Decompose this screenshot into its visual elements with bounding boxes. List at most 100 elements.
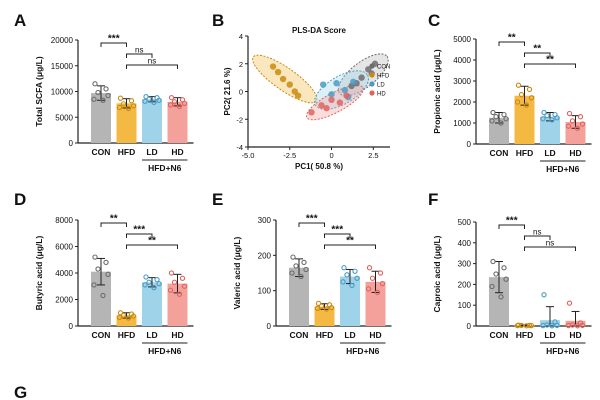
y-axis-label: Butyric acid (μg/L) xyxy=(34,236,44,311)
point-hd xyxy=(323,104,330,112)
point-hfd xyxy=(269,63,277,70)
y-axis-label: Caproic acid (μg/L) xyxy=(432,235,442,312)
data-point xyxy=(298,273,304,280)
y-tick-label: 5000 xyxy=(453,35,471,44)
point-hd xyxy=(328,96,335,104)
data-point xyxy=(142,98,148,104)
significance-bracket xyxy=(126,64,178,69)
bar-hfd xyxy=(116,103,137,143)
data-point xyxy=(95,266,101,272)
data-point xyxy=(105,271,111,277)
data-point xyxy=(554,322,560,329)
significance-label: ** xyxy=(148,236,156,247)
y-tick-label: 200 xyxy=(458,280,472,289)
significance-bracket xyxy=(524,63,576,68)
bar-ld xyxy=(142,282,162,326)
x-tick-label: CON xyxy=(92,330,111,340)
data-point xyxy=(503,276,509,282)
data-point xyxy=(301,259,307,266)
point-ld xyxy=(350,78,357,85)
data-point xyxy=(128,98,135,104)
legend-entry: HD xyxy=(377,92,386,98)
significance-bracket xyxy=(524,246,576,251)
bar-con xyxy=(289,267,309,326)
legend-marker xyxy=(369,81,375,87)
data-point xyxy=(105,92,111,99)
bar-con xyxy=(489,117,509,144)
panel-c: C 0 1000 2000 3000 4000 5000 Propionic acid (μg… xyxy=(428,11,592,174)
y-tick-label: -2 xyxy=(236,115,243,124)
x-tick-label: HFD xyxy=(118,147,135,157)
y-tick-label: 2000 xyxy=(453,98,471,107)
bar-hfd xyxy=(514,95,535,144)
data-point xyxy=(379,280,386,287)
panel-label: B xyxy=(212,11,224,30)
data-point xyxy=(574,125,581,131)
data-point xyxy=(125,105,132,112)
data-point xyxy=(490,258,496,265)
y-tick-label: 15000 xyxy=(51,62,74,71)
y-tick-label: 0 xyxy=(467,322,472,331)
data-point xyxy=(146,96,152,102)
x-tick-label: LD xyxy=(344,330,355,340)
significance-label: *** xyxy=(306,214,318,225)
data-point xyxy=(523,323,530,329)
data-point xyxy=(541,109,547,116)
data-point xyxy=(501,265,507,271)
y-tick-label: 2 xyxy=(239,60,243,69)
bar-hfd xyxy=(314,306,335,326)
data-point xyxy=(514,99,521,105)
data-point xyxy=(526,322,533,329)
significance-bracket xyxy=(298,222,325,227)
panel-f: F 0 100 200 300 400 500 Caproic acid (μg/L) CON H… xyxy=(428,190,592,356)
data-point xyxy=(328,304,335,311)
data-point xyxy=(176,291,183,297)
data-point xyxy=(540,116,546,122)
data-point xyxy=(100,292,106,299)
y-tick-label: 0 xyxy=(239,88,243,97)
panel-b: B PLS-DA Score -5.0 -2.5 0 2.5 -4 -2 0 2 4 PC1( 50.… xyxy=(212,11,390,171)
significance-label: *** xyxy=(133,225,145,236)
data-point xyxy=(365,286,372,292)
panel-label: F xyxy=(428,190,438,209)
data-point xyxy=(549,117,555,123)
significance-label: *** xyxy=(506,216,518,227)
bar-con xyxy=(91,93,111,143)
y-tick-label: 4000 xyxy=(55,269,73,278)
data-point xyxy=(142,282,148,288)
point-hd xyxy=(318,102,325,109)
data-point xyxy=(116,314,123,321)
y-axis-label: PC2( 21.6 %) xyxy=(223,67,232,115)
data-point xyxy=(323,306,330,312)
y-tick-label: 0 xyxy=(69,139,74,148)
data-point xyxy=(377,270,384,276)
data-point xyxy=(151,99,157,105)
y-tick-label: 300 xyxy=(258,216,272,225)
data-point xyxy=(91,96,97,102)
x-tick-label: 2.5 xyxy=(368,151,378,160)
data-point xyxy=(179,275,186,281)
point-con xyxy=(358,74,365,81)
data-point xyxy=(354,275,360,281)
data-point xyxy=(490,109,496,116)
x-tick-label: HFD xyxy=(516,148,533,158)
legend-marker xyxy=(369,72,375,78)
data-point xyxy=(514,322,521,329)
y-tick-label: 0 xyxy=(69,322,74,331)
data-point xyxy=(92,254,98,260)
x-tick-label: HFD xyxy=(316,330,333,340)
significance-bracket xyxy=(524,235,551,240)
x-tick-label: CON xyxy=(490,330,509,340)
data-point xyxy=(565,322,572,329)
point-ld xyxy=(319,81,327,88)
data-point xyxy=(569,118,576,124)
y-tick-label: 8000 xyxy=(55,216,73,225)
data-point xyxy=(369,275,376,281)
legend-marker xyxy=(369,63,375,69)
y-tick-label: 100 xyxy=(258,287,272,296)
y-tick-label: 4000 xyxy=(453,56,471,65)
x-tick-label: LD xyxy=(146,330,157,340)
panel-label: D xyxy=(14,190,26,209)
data-point xyxy=(130,313,137,319)
